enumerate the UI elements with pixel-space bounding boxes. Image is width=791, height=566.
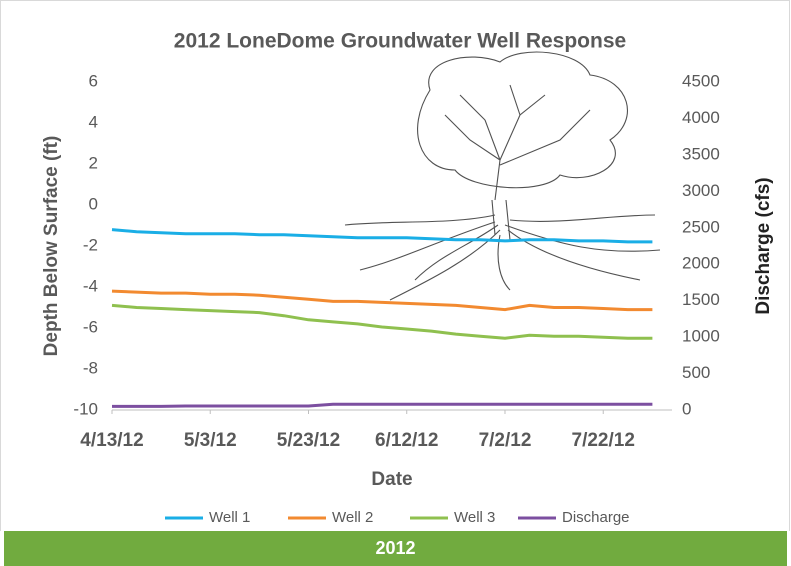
y-tick-label: -4 [83,276,98,295]
y2-tick-label: 500 [682,363,710,382]
y2-axis-title: Discharge (cfs) [753,177,774,314]
legend-label: Well 1 [209,509,250,526]
y2-tick-label: 4500 [682,71,720,90]
y2-tick-label: 1500 [682,290,720,309]
tree-illustration [344,51,661,301]
y-tick-label: -6 [83,317,98,336]
series-line [111,303,653,340]
x-tick-label: 7/2/12 [479,430,532,451]
legend-label: Well 3 [454,509,495,526]
y-tick-label: 4 [89,112,98,131]
x-tick-label: 6/12/12 [375,430,438,451]
series-line [111,228,653,244]
x-axis-title: Date [371,469,412,490]
footer: 2012 [4,531,787,566]
y2-tick-label: 0 [682,399,691,418]
series-line [111,289,653,312]
y-tick-label: -10 [73,399,98,418]
y-tick-label: 0 [89,194,98,213]
y-tick-label: -8 [83,358,98,377]
chart-border [0,0,790,531]
x-tick-label: 5/3/12 [184,430,237,451]
x-tick-label: 5/23/12 [277,430,340,451]
y2-tick-label: 4000 [682,108,720,127]
chart-title: 2012 LoneDome Groundwater Well Response [174,30,626,53]
y2-tick-label: 3000 [682,181,720,200]
y2-tick-label: 2500 [682,217,720,236]
legend-label: Well 2 [332,509,373,526]
legend-label: Discharge [562,509,630,526]
chart: 2012 LoneDome Groundwater Well Response … [0,0,790,531]
y-axis-title: Depth Below Surface (ft) [41,136,62,357]
x-tick-label: 7/22/12 [572,430,635,451]
series-line [112,402,653,408]
y2-tick-label: 1000 [682,327,720,346]
y2-tick-label: 3500 [682,144,720,163]
y-tick-label: 6 [89,71,98,90]
y-tick-label: -2 [83,235,98,254]
y2-tick-label: 2000 [682,254,720,273]
y-tick-label: 2 [89,153,98,172]
x-tick-label: 4/13/12 [80,430,143,451]
